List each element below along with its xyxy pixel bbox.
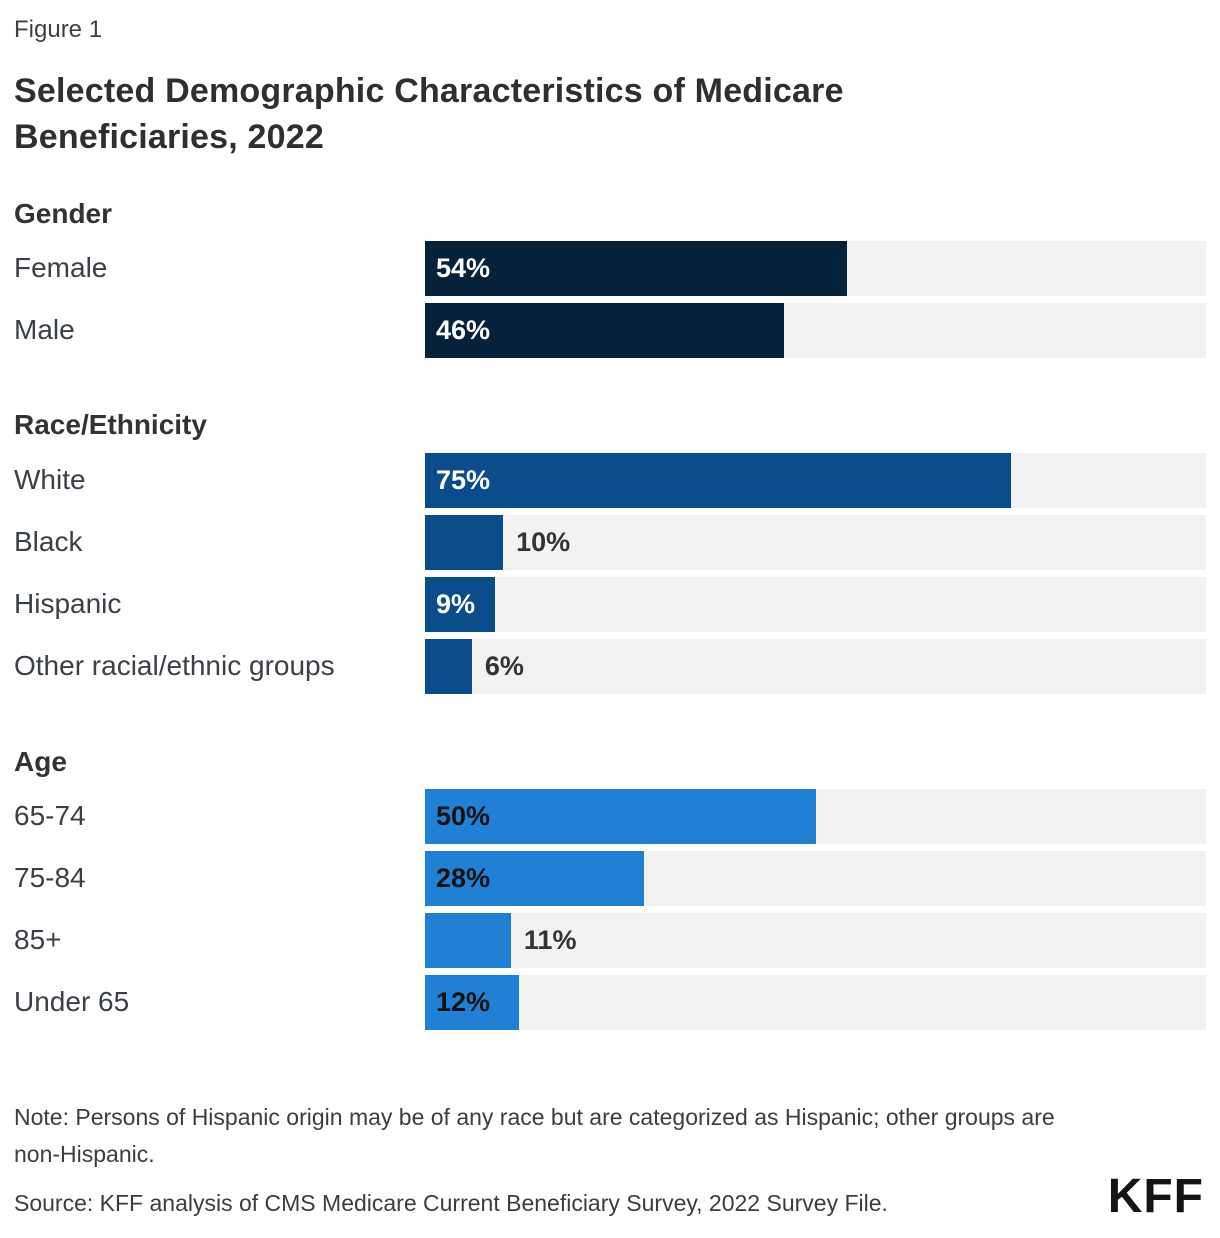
bar-row: 75-84 28%: [14, 851, 1206, 907]
bar-other-racial-ethnic-groups[interactable]: [425, 638, 472, 694]
bar-value-label: 46%: [436, 315, 491, 346]
bar-75-84[interactable]: 28%: [425, 851, 644, 907]
bar-track: 10%: [425, 514, 1206, 570]
figure-footer: Source: KFF analysis of CMS Medicare Cur…: [14, 1169, 1206, 1223]
bar-hispanic[interactable]: 9%: [425, 576, 496, 632]
bar-track: 6%: [425, 638, 1206, 694]
bar-track: 28%: [425, 851, 1206, 907]
bar-row: Black 10%: [14, 514, 1206, 570]
chart-section-race-ethnicity: Race/Ethnicity White 75% Black 10% Hispanic 9%…: [14, 408, 1206, 694]
bar-value-label: 50%: [436, 801, 491, 832]
category-label: White: [14, 463, 86, 495]
bar-male[interactable]: 46%: [425, 303, 785, 359]
category-label: Under 65: [14, 986, 130, 1018]
bar-value-label: 75%: [436, 464, 491, 495]
source-text: Source: KFF analysis of CMS Medicare Cur…: [14, 1190, 888, 1217]
bar-value-label: 54%: [436, 253, 491, 284]
category-label: 75-84: [14, 862, 86, 894]
bar-value-label: 28%: [436, 863, 491, 894]
bar-row: White 75%: [14, 452, 1206, 508]
bar-track: 9%: [425, 576, 1206, 632]
bar-track: 75%: [425, 452, 1206, 508]
chart-body: Gender Female 54% Male 46% Race/Ethnicity Whit…: [14, 197, 1206, 1031]
category-label: Hispanic: [14, 587, 122, 619]
bar-black[interactable]: [425, 514, 504, 570]
bar-row: Hispanic 9%: [14, 576, 1206, 632]
figure-label: Figure 1: [14, 16, 103, 43]
category-label: 85+: [14, 924, 62, 956]
bar-track: 54%: [425, 241, 1206, 297]
bar-value-label: 9%: [436, 588, 476, 619]
category-label: Female: [14, 252, 108, 284]
category-label: Black: [14, 525, 83, 557]
bar-row: Other racial/ethnic groups 6%: [14, 638, 1206, 694]
section-heading: Age: [14, 745, 67, 777]
bar-65-74[interactable]: 50%: [425, 789, 816, 845]
bar-value-label: 11%: [523, 925, 577, 956]
section-heading: Gender: [14, 197, 113, 229]
bar-white[interactable]: 75%: [425, 452, 1011, 508]
bar-track: 11%: [425, 913, 1206, 969]
bar-row: 85+ 11%: [14, 913, 1206, 969]
bar-under-65[interactable]: 12%: [425, 975, 519, 1031]
category-label: 65-74: [14, 800, 86, 832]
chart-section-gender: Gender Female 54% Male 46%: [14, 197, 1206, 359]
bar-value-label: 10%: [516, 526, 571, 557]
bar-85[interactable]: [425, 913, 511, 969]
chart-section-age: Age 65-74 50% 75-84 28% 85+ 11% Under 65 12%: [14, 745, 1206, 1031]
bar-track: 46%: [425, 303, 1206, 359]
bar-row: Under 65 12%: [14, 975, 1206, 1031]
category-label: Other racial/ethnic groups: [14, 649, 335, 681]
section-heading: Race/Ethnicity: [14, 409, 207, 441]
chart-title: Selected Demographic Characteristics of …: [14, 71, 844, 156]
kff-logo: KFF: [1107, 1169, 1204, 1223]
bar-row: 65-74 50%: [14, 789, 1206, 845]
bar-female[interactable]: 54%: [425, 241, 847, 297]
bar-row: Male 46%: [14, 303, 1206, 359]
bar-row: Female 54%: [14, 241, 1206, 297]
bar-value-label: 12%: [436, 987, 491, 1018]
bar-track: 12%: [425, 975, 1206, 1031]
note-text: Note: Persons of Hispanic origin may be …: [14, 1104, 1055, 1168]
bar-track: 50%: [425, 789, 1206, 845]
bar-value-label: 6%: [484, 650, 524, 681]
category-label: Male: [14, 314, 75, 346]
